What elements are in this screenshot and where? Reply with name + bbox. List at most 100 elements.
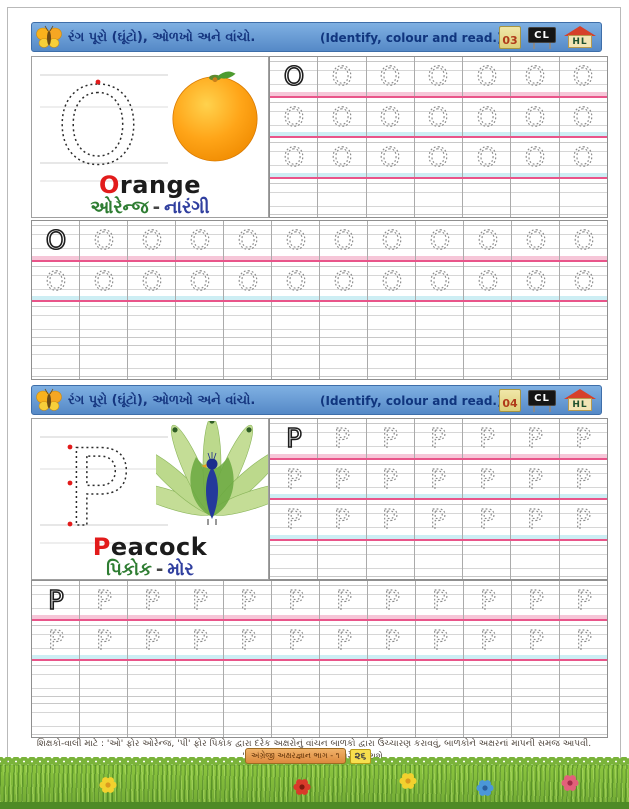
trace-cell[interactable] xyxy=(511,540,560,579)
trace-cell[interactable] xyxy=(416,302,464,341)
trace-cell[interactable]: O xyxy=(32,261,80,300)
trace-cell[interactable]: P xyxy=(367,419,415,458)
trace-cell[interactable]: O xyxy=(560,221,607,260)
trace-cell[interactable] xyxy=(224,302,272,341)
trace-cell[interactable]: P xyxy=(318,500,367,539)
trace-cell[interactable]: P xyxy=(80,621,128,659)
trace-cell[interactable]: P xyxy=(560,460,607,499)
trace-cell[interactable]: P xyxy=(270,419,319,458)
trace-cell[interactable]: O xyxy=(368,221,416,260)
trace-cell[interactable]: P xyxy=(270,459,319,498)
trace-cell[interactable] xyxy=(318,178,367,217)
trace-cell[interactable]: P xyxy=(463,500,512,539)
trace-cell[interactable]: O xyxy=(367,138,415,177)
trace-cell[interactable] xyxy=(560,341,607,380)
trace-cell[interactable] xyxy=(272,699,320,737)
trace-cell[interactable] xyxy=(416,340,464,379)
trace-cell[interactable]: P xyxy=(128,621,176,659)
trace-cell[interactable]: P xyxy=(512,621,560,659)
trace-cell[interactable]: P xyxy=(511,500,560,539)
empty-practice-row[interactable] xyxy=(32,302,607,341)
trace-cell[interactable]: P xyxy=(368,581,416,619)
trace-cell[interactable]: O xyxy=(128,221,176,260)
trace-cell[interactable]: P xyxy=(511,459,560,498)
trace-cell[interactable] xyxy=(272,302,320,341)
trace-cell[interactable]: O xyxy=(463,57,512,96)
trace-cell[interactable]: O xyxy=(464,261,512,300)
trace-cell[interactable]: P xyxy=(560,500,607,539)
trace-cell[interactable]: O xyxy=(368,261,416,300)
trace-cell[interactable]: O xyxy=(463,138,512,177)
trace-cell[interactable]: O xyxy=(560,138,607,177)
trace-cell[interactable]: P xyxy=(318,459,367,498)
trace-cell[interactable]: P xyxy=(320,581,368,619)
trace-cell[interactable]: P xyxy=(128,581,176,619)
trace-cell[interactable]: O xyxy=(367,97,415,136)
trace-cell[interactable]: O xyxy=(415,57,464,96)
trace-cell[interactable] xyxy=(464,661,512,699)
trace-cell[interactable]: O xyxy=(80,221,128,260)
trace-cell[interactable]: O xyxy=(318,138,367,177)
trace-cell[interactable]: P xyxy=(416,581,464,619)
trace-cell[interactable]: P xyxy=(367,459,415,498)
trace-cell[interactable]: P xyxy=(416,621,464,659)
trace-cell[interactable]: O xyxy=(32,221,80,260)
trace-cell[interactable]: P xyxy=(464,581,512,619)
trace-cell[interactable]: O xyxy=(270,97,319,136)
trace-cell[interactable]: O xyxy=(416,261,464,300)
trace-cell[interactable]: P xyxy=(463,459,512,498)
trace-cell[interactable] xyxy=(463,178,512,217)
empty-practice-row[interactable] xyxy=(270,540,607,579)
trace-cell[interactable]: O xyxy=(320,221,368,260)
trace-cell[interactable] xyxy=(512,302,560,341)
trace-cell[interactable]: O xyxy=(320,261,368,300)
trace-cell[interactable] xyxy=(368,661,416,699)
trace-cell[interactable]: P xyxy=(367,500,415,539)
trace-cell[interactable] xyxy=(176,340,224,379)
trace-cell[interactable] xyxy=(511,178,560,217)
trace-cell[interactable]: P xyxy=(511,419,560,458)
trace-cell[interactable] xyxy=(512,661,560,699)
trace-cell[interactable]: O xyxy=(224,221,272,260)
trace-cell[interactable]: O xyxy=(560,98,607,137)
trace-cell[interactable] xyxy=(320,699,368,737)
trace-cell[interactable] xyxy=(464,302,512,341)
trace-cell[interactable]: P xyxy=(176,621,224,659)
trace-cell[interactable] xyxy=(128,340,176,379)
trace-cell[interactable] xyxy=(416,661,464,699)
trace-cell[interactable]: O xyxy=(463,97,512,136)
trace-cell[interactable]: P xyxy=(318,419,367,458)
trace-cell[interactable]: O xyxy=(272,221,320,260)
trace-cell[interactable] xyxy=(368,699,416,737)
trace-cell[interactable]: P xyxy=(368,621,416,659)
trace-cell[interactable] xyxy=(463,540,512,579)
trace-cell[interactable] xyxy=(80,340,128,379)
trace-cell[interactable]: O xyxy=(270,138,319,177)
trace-cell[interactable] xyxy=(320,661,368,699)
trace-cell[interactable] xyxy=(270,540,319,579)
trace-cell[interactable] xyxy=(80,302,128,341)
trace-cell[interactable]: P xyxy=(224,621,272,659)
trace-cell[interactable]: P xyxy=(415,459,464,498)
trace-cell[interactable] xyxy=(80,661,128,699)
trace-cell[interactable] xyxy=(367,178,415,217)
trace-cell[interactable] xyxy=(224,699,272,737)
trace-cell[interactable] xyxy=(512,699,560,737)
trace-cell[interactable]: P xyxy=(415,500,464,539)
trace-cell[interactable]: O xyxy=(176,221,224,260)
trace-cell[interactable]: O xyxy=(416,221,464,260)
trace-cell[interactable] xyxy=(416,699,464,737)
trace-cell[interactable]: P xyxy=(176,581,224,619)
trace-cell[interactable] xyxy=(367,540,415,579)
trace-cell[interactable] xyxy=(272,661,320,699)
